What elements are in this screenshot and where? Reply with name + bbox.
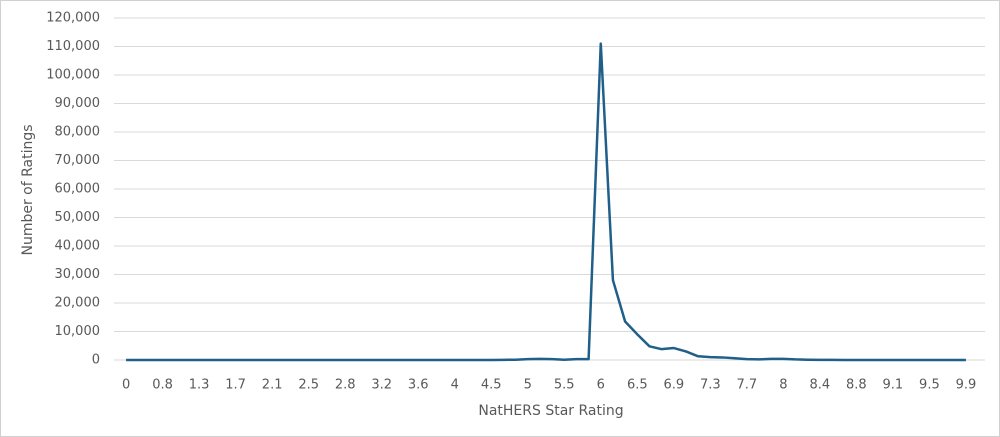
x-tick-label: 7.3 (700, 378, 721, 393)
y-tick-label: 120,000 (46, 11, 100, 26)
x-tick-label: 8.4 (810, 378, 831, 393)
x-tick-label: 2.5 (298, 378, 319, 393)
x-tick-label: 6.5 (627, 378, 648, 393)
x-tick-label: 0 (122, 378, 130, 393)
x-tick-label: 4.5 (481, 378, 502, 393)
y-tick-label: 110,000 (46, 39, 100, 54)
x-tick-label: 5 (524, 378, 532, 393)
x-tick-label: 3.6 (408, 378, 429, 393)
x-tick-label: 1.7 (225, 378, 246, 393)
y-tick-label: 30,000 (55, 267, 101, 282)
x-tick-label: 0.8 (152, 378, 173, 393)
x-tick-label: 2.8 (335, 378, 356, 393)
y-tick-label: 60,000 (55, 182, 101, 197)
x-tick-label: 7.7 (736, 378, 757, 393)
y-tick-label: 20,000 (55, 296, 101, 311)
x-tick-label: 9.9 (956, 378, 977, 393)
x-axis-title: NatHERS Star Rating (478, 403, 623, 419)
x-tick-label: 8.8 (846, 378, 867, 393)
x-tick-label: 6.9 (663, 378, 684, 393)
y-tick-label: 80,000 (55, 125, 101, 140)
x-tick-label: 4 (451, 378, 459, 393)
x-tick-label: 9.5 (919, 378, 940, 393)
x-tick-label: 5.5 (554, 378, 575, 393)
x-tick-label: 9.1 (883, 378, 904, 393)
x-tick-label: 2.1 (262, 378, 283, 393)
x-tick-label: 8 (779, 378, 787, 393)
x-tick-label: 3.2 (371, 378, 392, 393)
y-tick-label: 40,000 (55, 239, 101, 254)
y-tick-label: 90,000 (55, 96, 101, 111)
x-tick-label: 6 (597, 378, 605, 393)
data-line (126, 42, 966, 362)
y-tick-label: 70,000 (55, 153, 101, 168)
y-tick-label: 10,000 (55, 324, 101, 339)
x-tick-label: 1.3 (189, 378, 210, 393)
y-tick-label: 100,000 (46, 68, 100, 83)
y-axis-title: Number of Ratings (20, 124, 36, 255)
y-tick-label: 50,000 (55, 210, 101, 225)
y-tick-label: 0 (92, 353, 100, 368)
